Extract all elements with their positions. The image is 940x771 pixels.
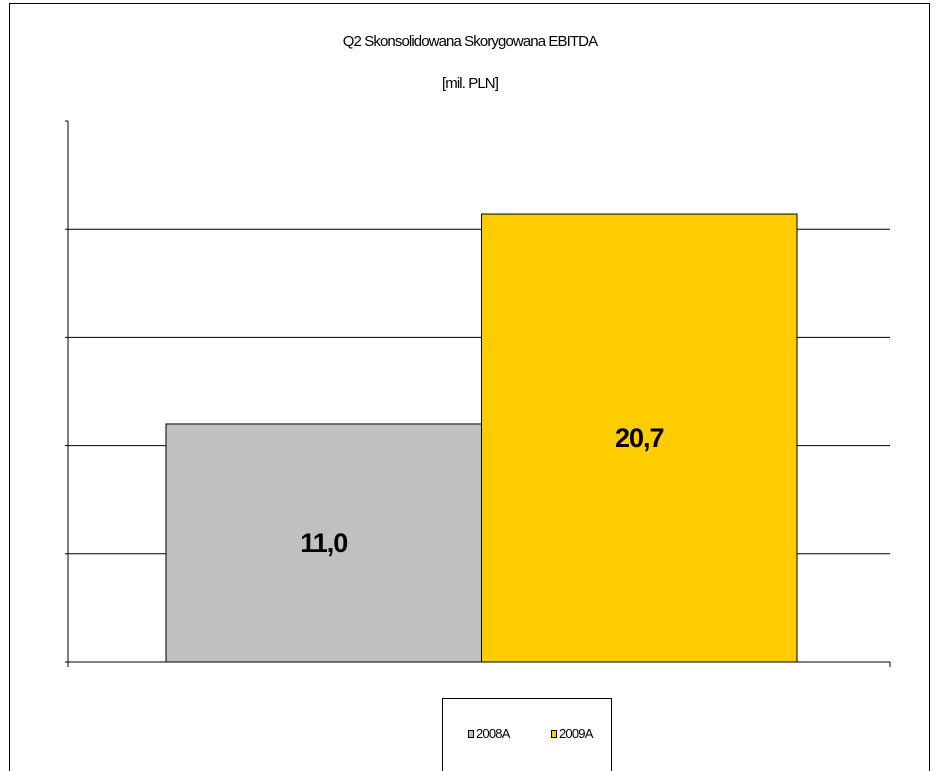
data-label-2008a: 11,0	[300, 528, 347, 558]
data-label-2009a: 20,7	[615, 423, 664, 453]
legend: 2008A 2009A	[442, 698, 612, 771]
chart-subtitle: [mil. PLN]	[441, 75, 499, 92]
legend-item-2008a: 2008A	[468, 726, 510, 741]
chart-title: Q2 Skonsolidowana Skorygowana EBITDA	[342, 33, 598, 50]
chart-frame	[9, 3, 930, 771]
legend-swatch-2009a	[551, 729, 557, 738]
bar-2008a	[165, 423, 482, 663]
legend-swatch-2008a	[468, 729, 474, 738]
legend-item-2009a: 2009A	[551, 726, 593, 741]
legend-label-2009a: 2009A	[559, 726, 593, 741]
legend-label-2008a: 2008A	[476, 726, 510, 741]
